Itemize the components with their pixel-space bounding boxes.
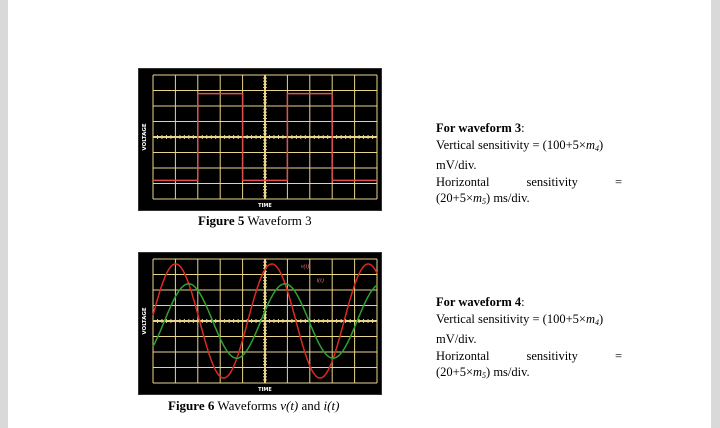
y-axis-label: VOLTAGE [142,123,148,151]
y-axis-label: VOLTAGE [142,307,148,335]
waveform3-vertical: Vertical sensitivity = (100+5×m4) [436,137,604,153]
waveform4-horizontal: Horizontal sensitivity = [436,348,622,363]
figure6-oscilloscope: VOLTAGE TIME v(t) i(t) [138,252,382,395]
x-axis-label: TIME [258,203,272,209]
figure6-plot: VOLTAGE TIME v(t) i(t) [142,258,378,393]
figure5-plot: VOLTAGE TIME [142,74,378,209]
figure5-caption-number: Figure 5 [198,213,245,228]
waveform4-text: For waveform 4: Vertical sensitivity = (… [436,294,622,385]
x-axis-label: TIME [258,387,272,393]
grid [152,258,378,384]
document-page: VOLTAGE TIME Figure 5 Waveform 3 VOLTAGE T… [8,0,711,428]
waveform3-vertical-unit: mV/div. [436,158,477,172]
waveform4-vertical-unit: mV/div. [436,332,477,346]
figure5-caption-text: Waveform 3 [247,213,312,228]
figure6-caption-number: Figure 6 [168,398,215,413]
waveform3-heading: For waveform 3: [436,121,525,135]
figure6-caption-and: and [301,398,321,413]
waveform4-heading: For waveform 4: [436,295,525,309]
figure5-oscilloscope: VOLTAGE TIME [138,68,382,211]
waveform4-horizontal-value: (20+5×m5) ms/div. [436,365,530,380]
current-waveform [152,283,378,359]
grid [152,74,378,200]
figure5-caption: Figure 5 Waveform 3 [198,213,312,229]
waveform4-vertical: Vertical sensitivity = (100+5×m4) [436,311,604,327]
voltage-waveform [152,263,378,379]
figure6-caption-v: v(t) [280,398,299,413]
figure6-caption: Figure 6 Waveforms v(t) and i(t) [168,398,339,414]
waveform3-horizontal: Horizontal sensitivity = [436,174,622,189]
figure6-caption-i: i(t) [323,398,340,413]
curve-label-i: i(t) [317,277,324,284]
curve-label-v: v(t) [301,263,309,270]
waveform3-horizontal-value: (20+5×m5) ms/div. [436,191,530,206]
square-waveform [153,92,377,182]
figure6-caption-text: Waveforms [217,398,277,413]
waveform3-text: For waveform 3: Vertical sensitivity = (… [436,120,622,211]
